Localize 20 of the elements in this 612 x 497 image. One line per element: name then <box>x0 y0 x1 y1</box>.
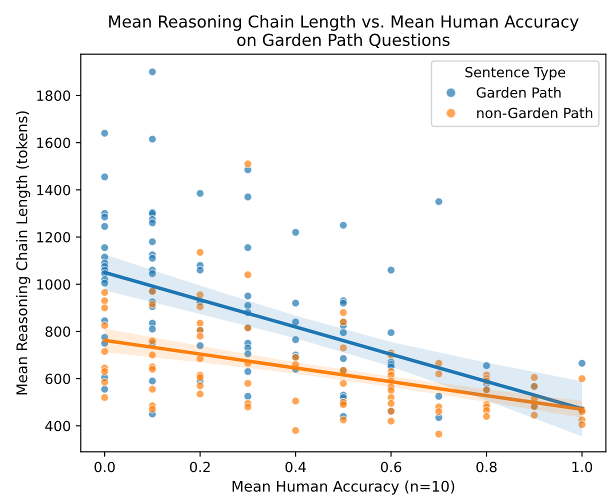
x-tick-label: 1.0 <box>572 462 592 472</box>
legend-label: non-Garden Path <box>477 107 592 118</box>
y-tick-label: 1800 <box>37 90 70 101</box>
y-tick-label: 800 <box>45 326 70 337</box>
y-tick-label: 600 <box>46 374 70 384</box>
y-tick-label: 1200 <box>37 232 70 243</box>
legend-label: Garden Path <box>476 87 561 98</box>
x-tick-label: 0.8 <box>476 462 497 472</box>
legend-title: Sentence Type <box>465 66 566 80</box>
y-tick-label: 1400 <box>37 184 70 196</box>
y-tick-label: 1600 <box>37 138 70 148</box>
x-axis-title: Mean Human Accuracy (n=10) <box>232 480 454 495</box>
y-axis-title: Mean Reasoning Chain Length (tokens) <box>16 111 30 394</box>
x-tick-label: 0.4 <box>285 462 306 472</box>
x-tick-label: 0.6 <box>380 462 402 472</box>
y-tick-label: 1000 <box>37 279 70 290</box>
chart-title: Mean Reasoning Chain Length vs. Mean Human Accuracy on Garden Path Questions <box>109 15 579 48</box>
x-tick-label: 0.2 <box>190 462 210 472</box>
y-tick-label: 400 <box>45 420 70 432</box>
x-tick-label: 0.0 <box>94 462 115 472</box>
